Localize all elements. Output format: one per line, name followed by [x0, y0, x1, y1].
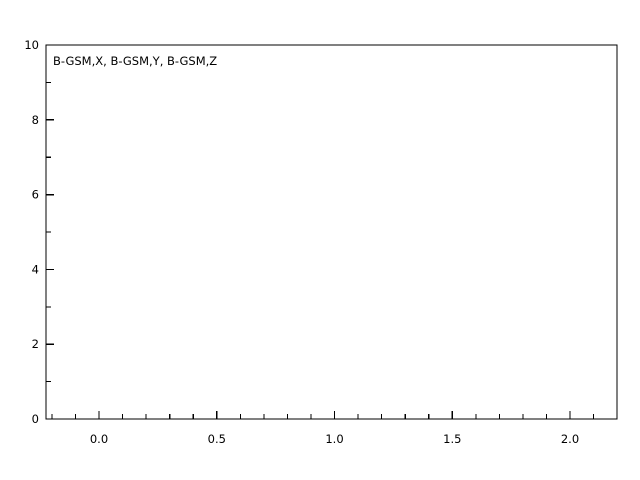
x-tick-label: 0.5 [208, 432, 226, 446]
y-tick-label: 8 [32, 113, 39, 127]
y-tick-label: 2 [32, 337, 39, 351]
y-axis-major-ticks [46, 44, 54, 420]
y-tick-label: 0 [32, 412, 39, 426]
series-annotation-label: B-GSM,X, B-GSM,Y, B-GSM,Z [53, 54, 217, 68]
y-tick-label: 4 [32, 262, 39, 276]
x-tick-label: 0.0 [90, 432, 108, 446]
x-tick-label: 1.0 [325, 432, 343, 446]
plot-area [46, 45, 617, 419]
y-axis-tick-labels: 0 2 4 6 8 10 [24, 38, 39, 426]
y-tick-label: 6 [32, 188, 39, 202]
x-tick-label: 2.0 [561, 432, 579, 446]
x-axis-major-ticks [98, 411, 571, 419]
x-tick-label: 1.5 [443, 432, 461, 446]
y-tick-label: 10 [24, 38, 39, 52]
x-axis-minor-ticks [51, 414, 618, 419]
y-axis-minor-ticks [46, 81, 51, 383]
x-axis-tick-labels: 0.0 0.5 1.0 1.5 2.0 [90, 432, 579, 446]
